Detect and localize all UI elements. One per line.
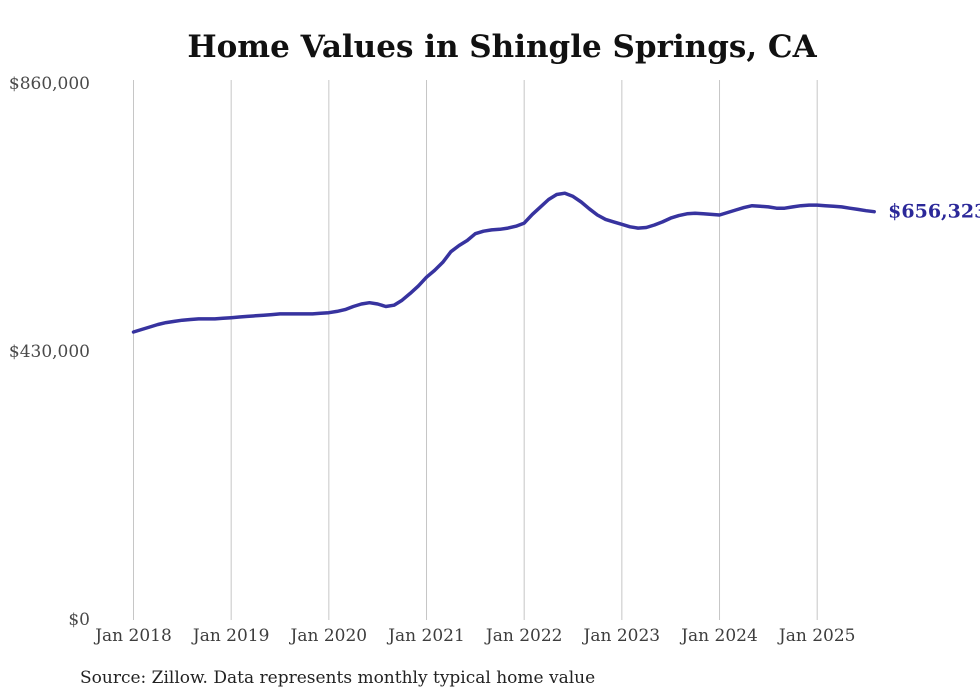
y-axis-tick-label-430000: $430,000 [8, 342, 90, 362]
y-axis-tick-label-860000: $860,000 [8, 74, 90, 94]
y-axis-tick-label-0: $0 [68, 610, 90, 630]
x-axis-tick-label-jan-2020: Jan 2020 [289, 626, 368, 646]
x-axis-tick-label-jan-2025: Jan 2025 [777, 626, 856, 646]
x-axis-tick-label-jan-2022: Jan 2022 [484, 626, 563, 646]
x-axis-tick-label-jan-2018: Jan 2018 [93, 626, 172, 646]
x-axis-tick-label-jan-2021: Jan 2021 [386, 626, 465, 646]
chart-title: Home Values in Shingle Springs, CA [187, 29, 817, 65]
latest-value-label: $656,323 [888, 201, 980, 223]
source-note: Source: Zillow. Data represents monthly … [80, 668, 596, 688]
x-axis-tick-label-jan-2019: Jan 2019 [191, 626, 270, 646]
x-axis-tick-label-jan-2023: Jan 2023 [582, 626, 661, 646]
home-value-line [131, 191, 876, 334]
x-axis-tick-label-jan-2024: Jan 2024 [679, 626, 758, 646]
